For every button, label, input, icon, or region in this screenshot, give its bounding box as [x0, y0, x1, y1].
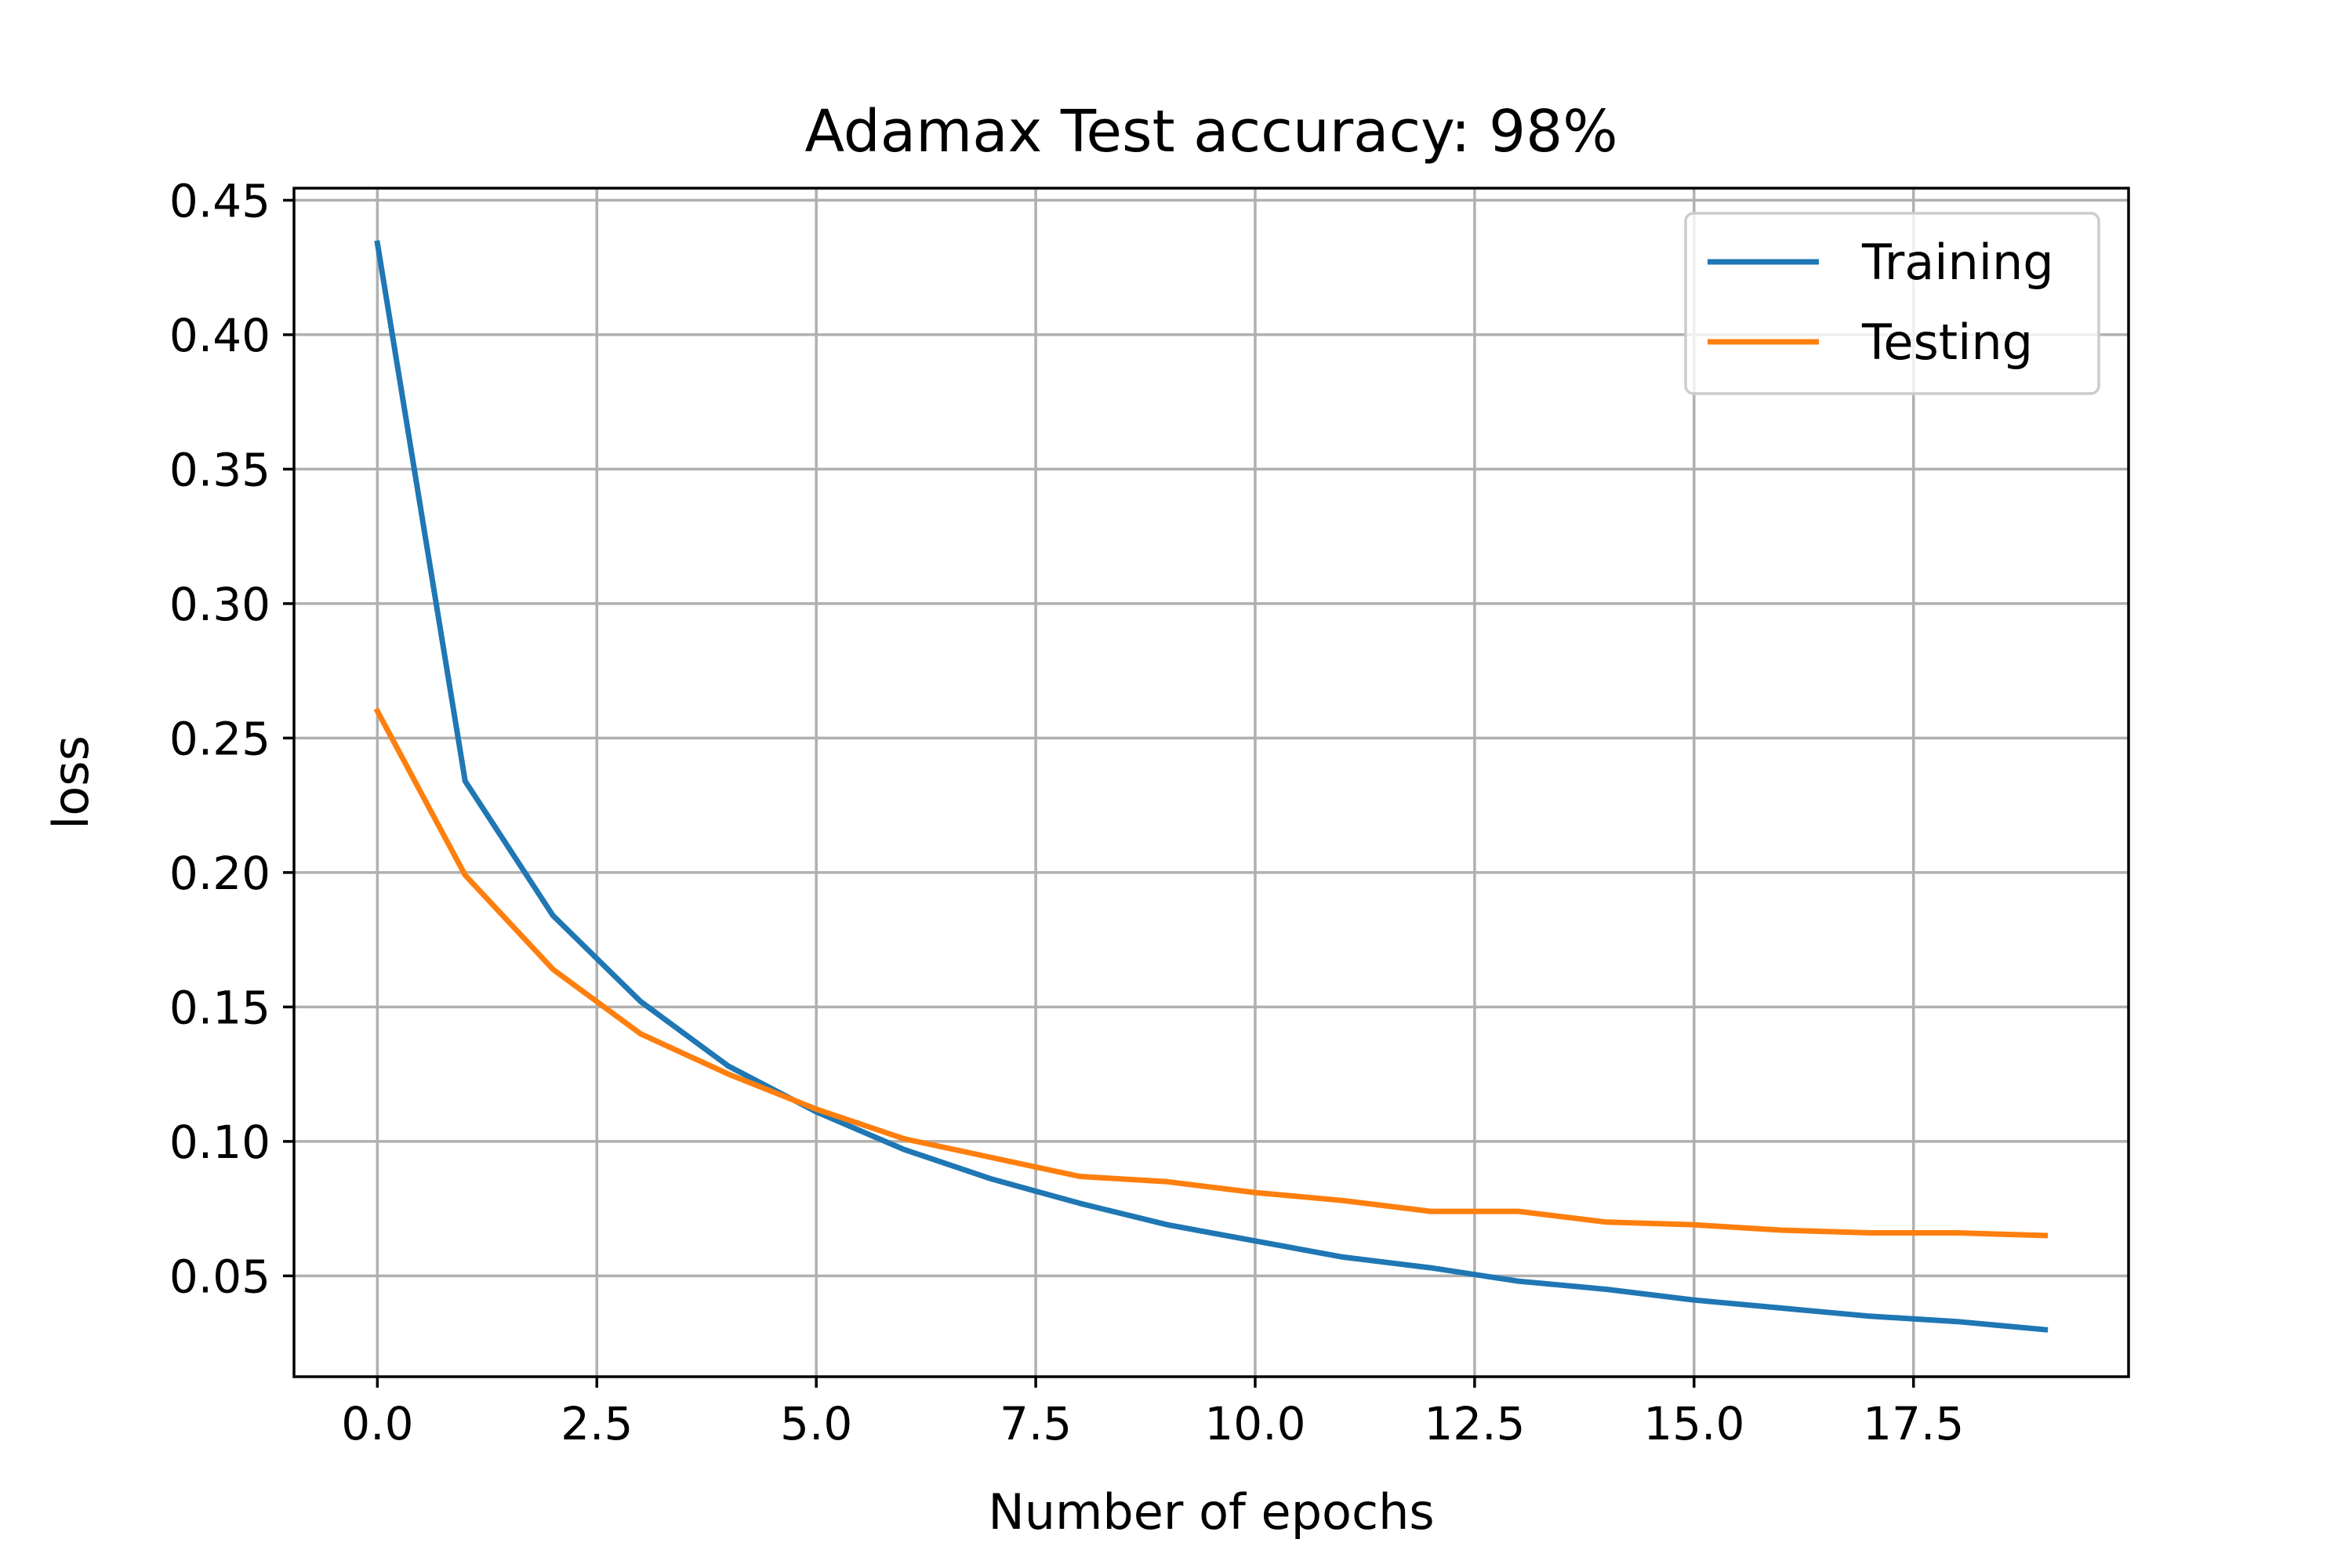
- plot-frame: [292, 187, 2130, 1378]
- x-tick-label: 5.0: [780, 1397, 852, 1450]
- y-tick-label: 0.40: [169, 309, 270, 362]
- y-tick-label: 0.45: [169, 174, 270, 227]
- y-axis-label: loss: [42, 735, 100, 829]
- series-line-training: [374, 240, 2049, 1333]
- y-tick-label: 0.30: [169, 578, 270, 631]
- y-tick-label: 0.35: [169, 443, 270, 496]
- x-tick-label: 15.0: [1643, 1397, 1744, 1450]
- series-lines: [373, 240, 2049, 1333]
- legend-label-training: Training: [1861, 234, 2054, 291]
- legend-label-testing: Testing: [1861, 314, 2033, 371]
- x-tick-label: 7.5: [1000, 1397, 1072, 1450]
- y-tick-label: 0.10: [169, 1116, 270, 1169]
- x-tick-label: 2.5: [561, 1397, 633, 1450]
- x-axis-label: Number of epochs: [988, 1483, 1434, 1541]
- y-tick-label: 0.05: [169, 1250, 270, 1303]
- x-tick-label: 17.5: [1863, 1397, 1964, 1450]
- axis-ticks: 0.0 2.5 5.0 7.5 10.0 12.5 15.0 17.5 0.05 0.10 0.15…: [169, 174, 1964, 1450]
- x-tick-label: 10.0: [1204, 1397, 1305, 1450]
- chart-title: Adamax Test accuracy: 98%: [804, 98, 1617, 165]
- x-tick-label: 0.0: [341, 1397, 413, 1450]
- x-tick-label: 12.5: [1424, 1397, 1525, 1450]
- series-line-testing: [373, 707, 2049, 1239]
- y-tick-label: 0.20: [169, 847, 270, 900]
- y-tick-label: 0.25: [169, 712, 270, 765]
- y-tick-label: 0.15: [169, 981, 270, 1034]
- legend-box: [1684, 212, 2100, 395]
- legend: Training Testing: [1684, 212, 2100, 395]
